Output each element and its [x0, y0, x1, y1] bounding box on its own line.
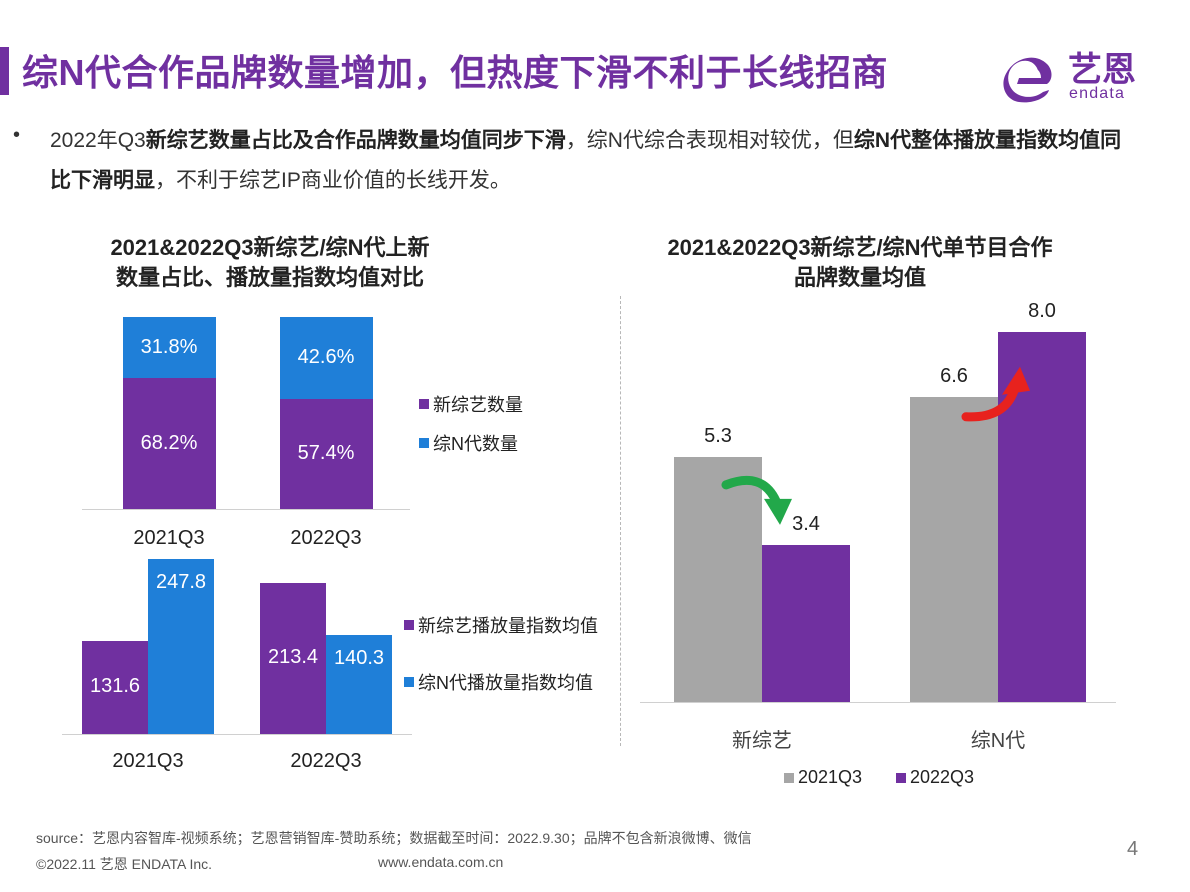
summary-segment: 2022年Q3: [50, 129, 146, 152]
chart-divider: [620, 296, 621, 746]
legend-swatch: [896, 772, 906, 783]
legend-item: 新综艺播放量指数均值: [404, 612, 598, 638]
x-tick-label: 2022Q3: [290, 527, 362, 549]
summary-segment-bold: 新综艺数量占比及合作品牌数量均值同步下滑: [145, 129, 566, 152]
legend-label: 综N代数量: [433, 434, 518, 454]
bar: [279, 317, 373, 399]
summary-text: 2022年Q3新综艺数量占比及合作品牌数量均值同步下滑，综N代综合表现相对较优，…: [50, 121, 1130, 201]
legend-swatch: [419, 438, 429, 448]
right-chart-title-line-2: 品牌数量均值: [793, 265, 926, 290]
data-label: 131.6: [89, 675, 141, 698]
bar: [122, 317, 216, 379]
legend-label: 2022Q3: [910, 767, 975, 787]
bullet-marker: •: [13, 124, 21, 146]
summary-segment: ，不利于综艺IP商业价值的长线开发。: [155, 169, 511, 192]
x-axis-baseline: [62, 734, 412, 735]
legend-item: 2021Q3: [784, 767, 862, 788]
data-label: 68.2%: [140, 431, 198, 454]
page-number: 4: [1127, 838, 1139, 860]
endata-logo-icon: [1003, 57, 1052, 103]
bar: [998, 332, 1086, 702]
data-label: 31.8%: [140, 335, 198, 358]
bar: [122, 378, 216, 509]
page-title: 综N代合作品牌数量增加，但热度下滑不利于长线招商: [22, 52, 888, 93]
data-label: 3.4: [792, 512, 820, 535]
bar: [674, 456, 762, 702]
data-label: 8.0: [1028, 300, 1056, 322]
left-chart-title-line-2: 数量占比、播放量指数均值对比: [115, 265, 424, 290]
bar: [910, 396, 998, 702]
legend-swatch: [419, 399, 429, 409]
legend-item: 综N代数量: [419, 430, 518, 456]
right-chart-title: 2021&2022Q3新综艺/综N代单节目合作 品牌数量均值: [625, 233, 1095, 293]
legend-item: 2022Q3: [896, 767, 974, 788]
data-label: 6.6: [940, 364, 968, 387]
logo-english-text: endata: [1069, 85, 1126, 102]
x-tick-label: 2022Q3: [290, 750, 362, 772]
left-chart-title: 2021&2022Q3新综艺/综N代上新 数量占比、播放量指数均值对比: [60, 233, 480, 293]
legend-label: 新综艺播放量指数均值: [418, 616, 598, 636]
legend-label: 2021Q3: [798, 767, 863, 787]
data-label: 42.6%: [297, 345, 355, 368]
x-tick-label: 2021Q3: [133, 527, 205, 549]
legend-label: 新综艺数量: [433, 395, 523, 415]
bar: [326, 634, 392, 734]
x-tick-label: 综N代: [970, 730, 1026, 752]
bar: [260, 582, 326, 734]
data-label: 213.4: [267, 646, 319, 669]
legend-swatch: [784, 772, 794, 783]
x-axis-baseline: [640, 702, 1116, 703]
bar: [279, 398, 373, 509]
summary-segment: ，综N代综合表现相对较优，但: [565, 129, 854, 152]
data-label: 140.3: [333, 646, 385, 669]
x-tick-label: 2021Q3: [112, 750, 184, 772]
legend-item: 新综艺数量: [419, 391, 523, 417]
bar: [148, 558, 214, 734]
title-accent-bar: [0, 47, 9, 95]
data-label: 5.3: [704, 424, 732, 447]
right-chart-title-line-1: 2021&2022Q3新综艺/综N代单节目合作: [667, 235, 1053, 260]
bar: [82, 640, 148, 734]
x-axis-baseline: [82, 509, 410, 510]
legend-swatch: [404, 620, 414, 630]
data-label: 57.4%: [297, 441, 355, 464]
legend-swatch: [404, 677, 414, 687]
logo-chinese-text: 艺恩: [1068, 51, 1136, 89]
x-tick-label: 新综艺: [732, 730, 792, 752]
website-link[interactable]: www.endata.com.cn: [378, 854, 504, 870]
source-note: source：艺恩内容智库-视频系统；艺恩营销智库-赞助系统；数据截至时间：20…: [36, 830, 752, 846]
left-chart-title-line-1: 2021&2022Q3新综艺/综N代上新: [110, 235, 430, 260]
legend-item: 综N代播放量指数均值: [404, 669, 593, 695]
summary-segment-bold: 综N代整体播放量指数均值同比下滑明显: [50, 129, 1122, 192]
legend-label: 综N代播放量指数均值: [418, 673, 593, 693]
bar: [762, 544, 850, 702]
data-label: 247.8: [155, 570, 207, 593]
copyright: ©2022.11 艺恩 ENDATA Inc.: [36, 856, 213, 872]
